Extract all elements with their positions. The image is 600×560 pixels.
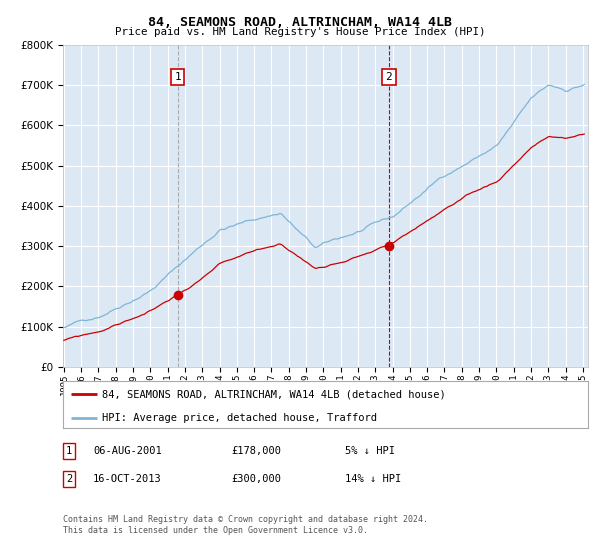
Text: 5% ↓ HPI: 5% ↓ HPI <box>345 446 395 456</box>
Text: 2: 2 <box>66 474 72 484</box>
Text: 14% ↓ HPI: 14% ↓ HPI <box>345 474 401 484</box>
Text: 84, SEAMONS ROAD, ALTRINCHAM, WA14 4LB (detached house): 84, SEAMONS ROAD, ALTRINCHAM, WA14 4LB (… <box>103 389 446 399</box>
Text: HPI: Average price, detached house, Trafford: HPI: Average price, detached house, Traf… <box>103 413 377 423</box>
Text: 16-OCT-2013: 16-OCT-2013 <box>93 474 162 484</box>
Text: Price paid vs. HM Land Registry's House Price Index (HPI): Price paid vs. HM Land Registry's House … <box>115 27 485 37</box>
Text: This data is licensed under the Open Government Licence v3.0.: This data is licensed under the Open Gov… <box>63 526 368 535</box>
Text: Contains HM Land Registry data © Crown copyright and database right 2024.: Contains HM Land Registry data © Crown c… <box>63 515 428 524</box>
Text: 06-AUG-2001: 06-AUG-2001 <box>93 446 162 456</box>
Text: 2: 2 <box>386 72 392 82</box>
Text: 84, SEAMONS ROAD, ALTRINCHAM, WA14 4LB: 84, SEAMONS ROAD, ALTRINCHAM, WA14 4LB <box>148 16 452 29</box>
Text: £178,000: £178,000 <box>231 446 281 456</box>
Text: £300,000: £300,000 <box>231 474 281 484</box>
Text: 1: 1 <box>175 72 181 82</box>
Text: 1: 1 <box>66 446 72 456</box>
